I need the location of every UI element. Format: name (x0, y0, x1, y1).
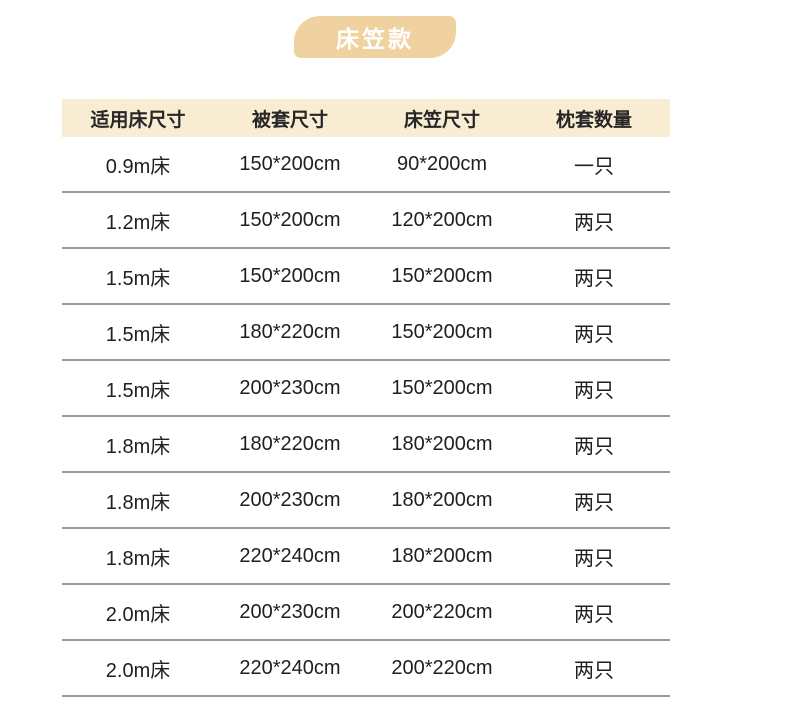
table-cell: 220*240cm (239, 656, 341, 679)
table-cell: 1.2m床 (105, 211, 171, 234)
table-cell: 200*230cm (239, 488, 341, 511)
table-cell: 220*240cm (239, 544, 341, 567)
table-cell: 150*200cm (391, 264, 493, 287)
column-header-duvet-cover-size: 被套尺寸 (251, 109, 328, 131)
table-cell: 两只 (574, 659, 614, 682)
column-header-pillowcase-count: 枕套数量 (555, 109, 632, 131)
table-cell: 1.5m床 (105, 323, 171, 346)
table-cell: 200*230cm (239, 376, 341, 399)
table-cell: 90*200cm (396, 152, 488, 175)
table-row: 0.9m床 150*200cm 90*200cm 一只 (62, 137, 670, 193)
table-cell: 1.8m床 (105, 491, 171, 514)
table-row: 1.8m床 200*230cm 180*200cm 两只 (62, 473, 670, 529)
table-cell: 200*220cm (391, 600, 493, 623)
table-cell: 两只 (574, 435, 614, 458)
table-row: 1.2m床 150*200cm 120*200cm 两只 (62, 193, 670, 249)
table-cell: 1.8m床 (105, 435, 171, 458)
table-cell: 150*200cm (239, 208, 341, 231)
table-cell: 两只 (574, 379, 614, 402)
table-cell: 1.5m床 (105, 379, 171, 402)
table-cell: 120*200cm (391, 208, 493, 231)
table-cell: 1.5m床 (105, 267, 171, 290)
table-cell: 两只 (574, 323, 614, 346)
table-cell: 2.0m床 (105, 603, 171, 626)
table-row: 2.0m床 200*230cm 200*220cm 两只 (62, 585, 670, 641)
column-header-bed-size: 适用床尺寸 (90, 109, 186, 131)
column-header-fitted-sheet-size: 床笠尺寸 (403, 109, 480, 131)
table-cell: 两只 (574, 267, 614, 290)
table-cell: 两只 (574, 547, 614, 570)
table-row: 2.0m床 220*240cm 200*220cm 两只 (62, 641, 670, 697)
table-cell: 180*200cm (391, 488, 493, 511)
table-cell: 两只 (574, 211, 614, 234)
table-row: 1.5m床 180*220cm 150*200cm 两只 (62, 305, 670, 361)
table-cell: 0.9m床 (105, 155, 171, 178)
table-body: 0.9m床 150*200cm 90*200cm 一只 1.2m床 150*200cm 12… (62, 137, 670, 697)
table-cell: 180*200cm (391, 544, 493, 567)
table-cell: 两只 (574, 491, 614, 514)
table-cell: 两只 (574, 603, 614, 626)
title-badge: 床笠款 (294, 16, 456, 58)
table-cell: 150*200cm (239, 152, 341, 175)
table-cell: 200*230cm (239, 600, 341, 623)
table-cell: 150*200cm (239, 264, 341, 287)
table-cell: 180*220cm (239, 432, 341, 455)
table-row: 1.5m床 200*230cm 150*200cm 两只 (62, 361, 670, 417)
table-cell: 150*200cm (391, 376, 493, 399)
table-header-row: 适用床尺寸 被套尺寸 床笠尺寸 枕套数量 (62, 99, 670, 137)
table-cell: 一只 (574, 155, 614, 178)
table-row: 1.5m床 150*200cm 150*200cm 两只 (62, 249, 670, 305)
table-cell: 200*220cm (391, 656, 493, 679)
table-row: 1.8m床 220*240cm 180*200cm 两只 (62, 529, 670, 585)
size-table: 适用床尺寸 被套尺寸 床笠尺寸 枕套数量 0.9m床 150*200cm 90*20… (62, 99, 670, 697)
table-cell: 180*200cm (391, 432, 493, 455)
table-cell: 2.0m床 (105, 659, 171, 682)
title-badge-label: 床笠款 (336, 26, 414, 52)
table-cell: 150*200cm (391, 320, 493, 343)
table-row: 1.8m床 180*220cm 180*200cm 两只 (62, 417, 670, 473)
table-cell: 180*220cm (239, 320, 341, 343)
table-cell: 1.8m床 (105, 547, 171, 570)
